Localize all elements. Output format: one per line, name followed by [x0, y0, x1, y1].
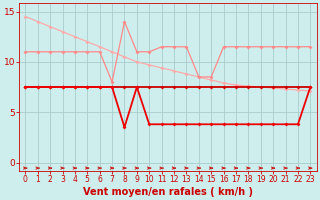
- X-axis label: Vent moyen/en rafales ( km/h ): Vent moyen/en rafales ( km/h ): [83, 187, 253, 197]
